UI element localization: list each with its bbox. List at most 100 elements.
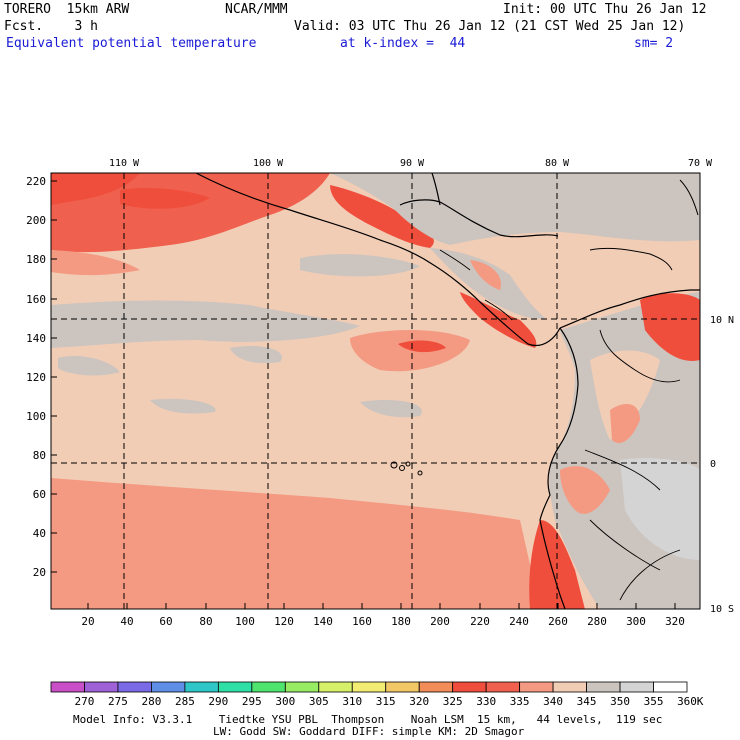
x-label: 140 — [313, 615, 333, 628]
colorbar-swatch — [385, 681, 420, 693]
lat-label: 10 S — [710, 604, 734, 615]
x-label: 220 — [470, 615, 490, 628]
y-label: 80 — [33, 449, 46, 462]
colorbar: 270 275 280 285 290 295 300 305 310 315 320 325 330 3… — [50, 681, 697, 708]
x-label: 240 — [509, 615, 529, 628]
colorbar-label: 305 — [309, 695, 329, 708]
colorbar-label: 285 — [175, 695, 195, 708]
x-axis-labels: 20 40 60 80 100 120 140 160 180 200 220 … — [81, 615, 685, 628]
y-label: 100 — [26, 410, 46, 423]
x-label: 320 — [665, 615, 685, 628]
x-label: 180 — [391, 615, 411, 628]
colorbar-swatch — [50, 681, 85, 693]
colorbar-swatch — [619, 681, 654, 693]
colorbar-label: 330 — [476, 695, 496, 708]
smoothing-label: sm= 2 — [634, 36, 674, 51]
colorbar-label: 325 — [443, 695, 463, 708]
colorbar-label: 335 — [510, 695, 530, 708]
physics-info: LW: Godd SW: Goddard DIFF: simple KM: 2D… — [213, 725, 525, 738]
colorbar-swatch — [552, 681, 587, 693]
colombia-interior — [590, 350, 660, 440]
colorbar-swatch — [184, 681, 219, 693]
colorbar-label: 350 — [610, 695, 630, 708]
central-america-land — [430, 248, 545, 319]
gray-patch — [150, 398, 216, 414]
colorbar-swatch — [318, 681, 353, 693]
colorbar-swatch — [519, 681, 554, 693]
nw-hot-core — [51, 173, 140, 205]
y-label: 40 — [33, 527, 46, 540]
init-time: Init: 00 UTC Thu 26 Jan 12 — [503, 2, 707, 17]
colorbar-swatch — [418, 681, 454, 693]
lat-label: 10 N — [710, 315, 734, 326]
nw-warm-edge — [51, 250, 140, 276]
gray-patch — [230, 345, 282, 364]
amazon-cool — [620, 458, 700, 560]
colorbar-label: 275 — [108, 695, 128, 708]
colorbar-label: 270 — [75, 695, 95, 708]
colorbar-label: 320 — [409, 695, 429, 708]
galapagos-island — [390, 461, 398, 469]
gray-patch — [360, 399, 422, 418]
x-label: 160 — [352, 615, 372, 628]
gray-patch — [58, 355, 120, 376]
colorbar-swatch — [351, 681, 387, 693]
x-label: 60 — [159, 615, 172, 628]
pacific-coastline-north — [195, 173, 561, 346]
caribbean-coast-south — [559, 289, 700, 329]
lon-label: 110 W — [109, 158, 140, 169]
x-label: 280 — [587, 615, 607, 628]
mexico-land — [330, 173, 700, 245]
andes-warm — [610, 404, 640, 444]
theta-e-field — [51, 173, 700, 609]
costa-rica-warm — [460, 292, 537, 348]
x-label: 80 — [199, 615, 212, 628]
latitude-labels: 10 N 0 10 S — [710, 315, 734, 615]
plot-frame — [50, 172, 701, 610]
colorbar-label: 315 — [376, 695, 396, 708]
y-label: 140 — [26, 332, 46, 345]
colorbar-swatch — [151, 681, 186, 693]
y-label: 220 — [26, 175, 46, 188]
gray-tongue-north — [51, 300, 360, 348]
guatemala-coast-warm — [330, 185, 434, 248]
lon-label: 100 W — [253, 158, 284, 169]
x-label: 200 — [430, 615, 450, 628]
colorbar-label: 300 — [275, 695, 295, 708]
center-label: NCAR/MMM — [225, 2, 288, 17]
galapagos-island — [399, 465, 405, 471]
longitude-labels: 110 W 100 W 90 W 80 W 70 W — [109, 158, 713, 169]
nicaragua-warm — [470, 260, 501, 290]
lon-label: 90 W — [400, 158, 425, 169]
cuba-hispaniola-coast — [589, 247, 673, 271]
colorbar-label: 295 — [242, 695, 262, 708]
venezuela-warm — [640, 293, 700, 361]
south-warm-band — [51, 478, 540, 609]
y-axis-labels: 220 200 180 160 140 120 100 80 60 40 20 — [26, 175, 46, 579]
x-label: 120 — [274, 615, 294, 628]
central-warm-blob — [350, 330, 470, 372]
colorbar-swatch — [284, 681, 320, 693]
colorbar-label: 310 — [342, 695, 362, 708]
gulf-coastline — [399, 199, 559, 238]
colorbar-swatch — [586, 681, 621, 693]
colorbar-swatch — [653, 681, 688, 693]
colorbar-unit: K — [697, 695, 704, 708]
south-america-pacific-coast — [539, 327, 579, 609]
field-name: Equivalent potential temperature — [6, 36, 257, 51]
gray-patch — [300, 254, 420, 277]
galapagos-island — [405, 461, 411, 467]
model-title: TORERO 15km ARW — [4, 2, 130, 17]
colorbar-swatch — [251, 681, 286, 693]
colorbar-label: 345 — [577, 695, 597, 708]
country-borders — [584, 329, 681, 601]
lat-lon-grid — [51, 173, 700, 609]
colorbar-label: 355 — [644, 695, 664, 708]
colorbar-swatch — [117, 681, 152, 693]
colorbar-swatch — [217, 681, 253, 693]
nw-hot-patch — [120, 187, 210, 209]
colorbar-swatch — [485, 681, 521, 693]
x-label: 20 — [81, 615, 94, 628]
x-ticks — [87, 603, 676, 609]
galapagos-island — [417, 470, 423, 476]
